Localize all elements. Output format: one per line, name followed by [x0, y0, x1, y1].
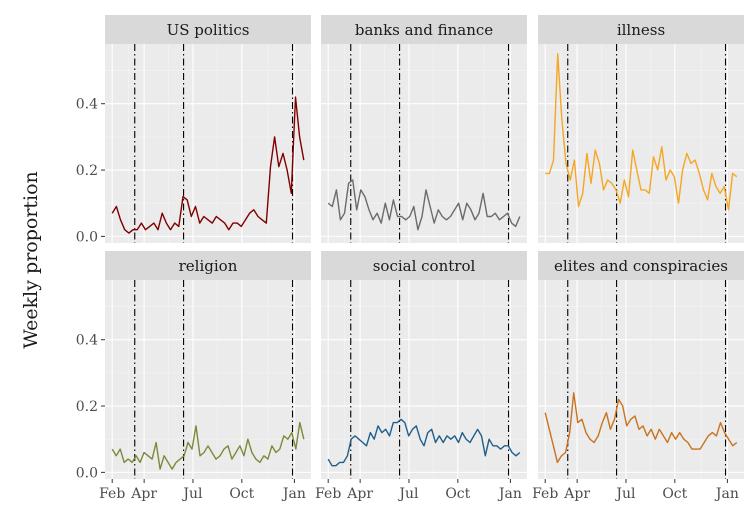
series-line-social-control — [327, 418, 521, 467]
facet-religion: religion — [105, 251, 311, 479]
x-tick-label: Jan — [497, 486, 522, 502]
x-tick-label: Apr — [130, 486, 157, 502]
facet-strip-label: religion — [179, 257, 238, 275]
y-tick-label: 0.0 — [76, 465, 98, 481]
facet-strip — [321, 15, 527, 44]
y-tick-label: 0.4 — [76, 97, 98, 113]
x-tick-label: Apr — [563, 486, 590, 502]
series-line-illness — [545, 53, 738, 211]
facet-elites-and-conspiracies: elites and conspiracies — [538, 251, 744, 479]
facet-strip-label: social control — [373, 257, 476, 275]
panel-background — [321, 44, 527, 243]
facet-social-control: social control — [321, 251, 527, 479]
panel-background — [538, 280, 744, 479]
x-tick-label: Jan — [714, 486, 739, 502]
facet-strip — [105, 15, 311, 44]
facet-banks-and-finance: banks and finance — [321, 15, 527, 243]
y-axes: 0.0 0.2 0.4 0.0 0.2 0.4 — [76, 97, 105, 481]
panel-background — [105, 44, 311, 243]
series-line-elites-and-conspiracies — [544, 392, 738, 464]
y-tick-label: 0.0 — [76, 229, 98, 245]
panel-background — [538, 44, 744, 243]
facet-strip-label: banks and finance — [355, 21, 493, 39]
x-tick-label: Jan — [281, 486, 306, 502]
y-tick-label: 0.4 — [76, 333, 98, 349]
x-tick-label: Feb — [99, 486, 125, 502]
series-line-us-politics — [111, 96, 305, 234]
facet-strip — [321, 251, 527, 280]
x-tick-label: Feb — [532, 486, 558, 502]
x-tick-label: Jul — [181, 486, 203, 502]
x-tick-label: Feb — [315, 486, 341, 502]
facet-strip — [105, 251, 311, 280]
x-tick-label: Jul — [397, 486, 419, 502]
x-tick-label: Jul — [614, 486, 636, 502]
facet-strip — [538, 251, 744, 280]
x-tick-label: Oct — [229, 486, 254, 502]
y-axis-title: Weekly proportion — [20, 171, 42, 349]
x-tick-label: Apr — [346, 486, 373, 502]
y-tick-label: 0.2 — [76, 163, 98, 179]
panel-background — [321, 280, 527, 479]
facet-strip-label: illness — [617, 21, 665, 39]
facet-strip — [538, 15, 744, 44]
facet-strip-label: elites and conspiracies — [554, 257, 728, 275]
x-tick-label: Oct — [662, 486, 687, 502]
y-tick-label: 0.2 — [76, 399, 98, 415]
facet-illness: illness — [538, 15, 744, 243]
facet-strip-label: US politics — [167, 21, 250, 39]
x-tick-label: Oct — [445, 486, 470, 502]
x-axes: Feb Apr Jul Oct Jan Feb Apr Jul Oct Jan Feb Apr Jul O… — [99, 479, 739, 502]
series-line-religion — [111, 421, 305, 470]
series-line-banks-and-finance — [327, 179, 521, 231]
facet-panels: US politics banks and finance illness relig… — [105, 15, 744, 479]
facet-us-politics: US politics — [105, 15, 311, 243]
